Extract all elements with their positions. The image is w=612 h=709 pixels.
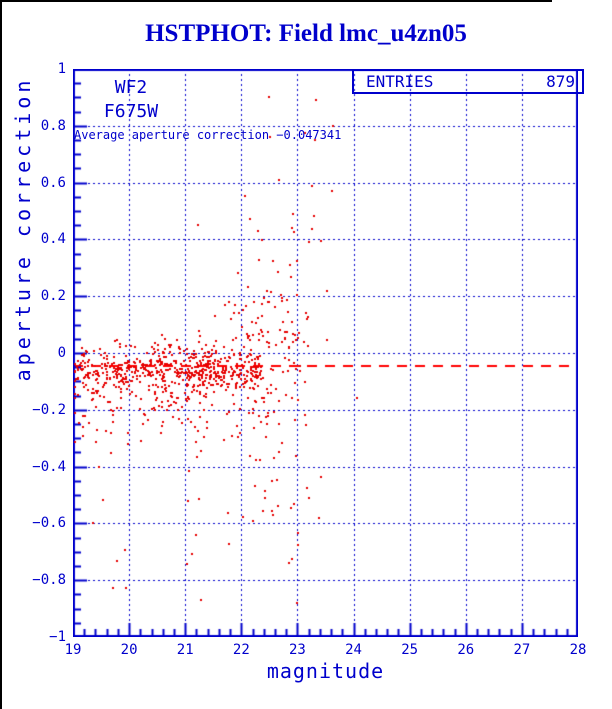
x-tick-label: 23 [289, 642, 306, 658]
y-tick-label: −0.2 [32, 401, 66, 418]
x-tick-label: 20 [120, 642, 138, 658]
x-tick-label: 28 [569, 642, 587, 658]
average-correction-annotation: Average aperture correction −0.047341 [74, 128, 342, 142]
detector-label: WF2 [114, 77, 148, 98]
y-tick-label: −0.8 [32, 572, 66, 589]
x-tick-label: 22 [232, 642, 250, 658]
x-tick-label: 24 [345, 642, 362, 658]
x-tick-label: 21 [176, 642, 194, 658]
y-tick-label: 1 [57, 61, 66, 77]
y-tick-label: −0.6 [32, 515, 66, 532]
y-tick-label: −0.4 [32, 458, 66, 475]
y-tick-label: −1 [49, 629, 66, 645]
y-tick-label: 0.4 [40, 231, 66, 248]
x-tick-label: 26 [457, 642, 475, 658]
entries-label: ENTRIES [366, 71, 434, 91]
y-tick-label: 0.8 [40, 117, 66, 134]
y-tick-label: 0 [57, 345, 66, 361]
filter-label: F675W [103, 101, 159, 122]
window-border-top [0, 0, 552, 2]
x-tick-label: 25 [401, 642, 419, 658]
x-tick-label: 19 [64, 642, 82, 658]
x-tick-label: 27 [513, 642, 531, 658]
x-axis-title: magnitude [266, 659, 385, 683]
entries-value: 879 [546, 71, 575, 91]
y-tick-label: 0.6 [40, 174, 66, 191]
window-border-left [0, 0, 2, 709]
page-title: HSTPHOT: Field lmc_u4zn05 [145, 20, 467, 47]
scatter-plot-canvas [73, 69, 578, 637]
y-tick-label: 0.2 [40, 288, 66, 305]
entries-stats-box: ENTRIES 879 [352, 69, 584, 94]
